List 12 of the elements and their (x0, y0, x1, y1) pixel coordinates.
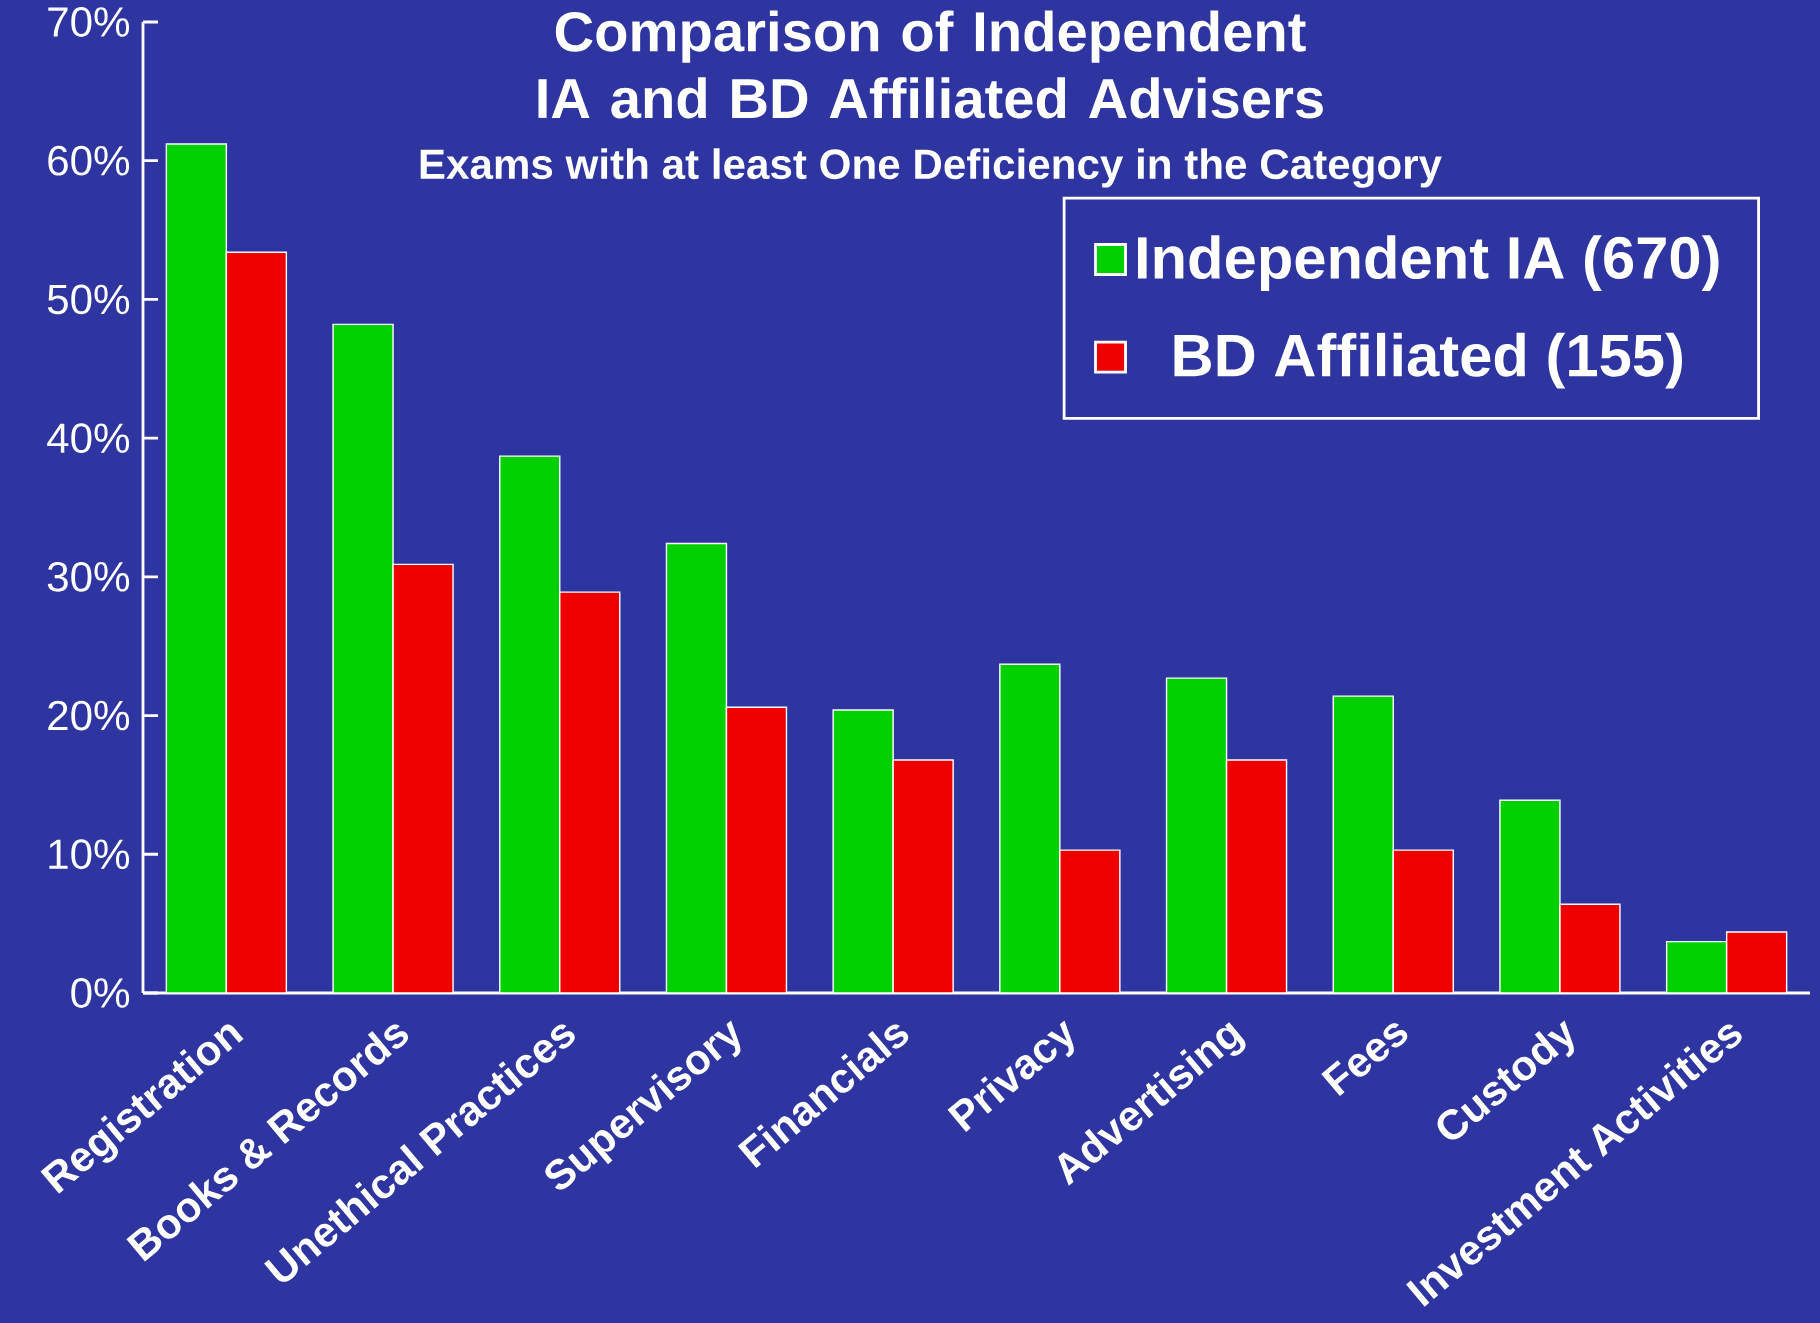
y-tick-label: 40% (47, 423, 130, 454)
text: Exams with at least One Deficiency in the Category (420, 148, 1442, 188)
y-tick-label: 30% (47, 561, 130, 592)
legend-label: Independent IA (670) (1137, 235, 1719, 291)
y-tick-label: 10% (49, 839, 130, 870)
legend-label: BD Affiliated (155) (1174, 332, 1682, 389)
y-tick-label: 20% (48, 700, 130, 731)
y-tick-label: 0% (71, 978, 130, 1008)
y-tick-label: 70% (48, 7, 130, 37)
y-tick-label: 50% (47, 284, 130, 315)
y-tick-label: 60% (48, 145, 130, 176)
chart-title: Comparison of Independent IA and BD Affiliated Advisers (538, 10, 1323, 119)
